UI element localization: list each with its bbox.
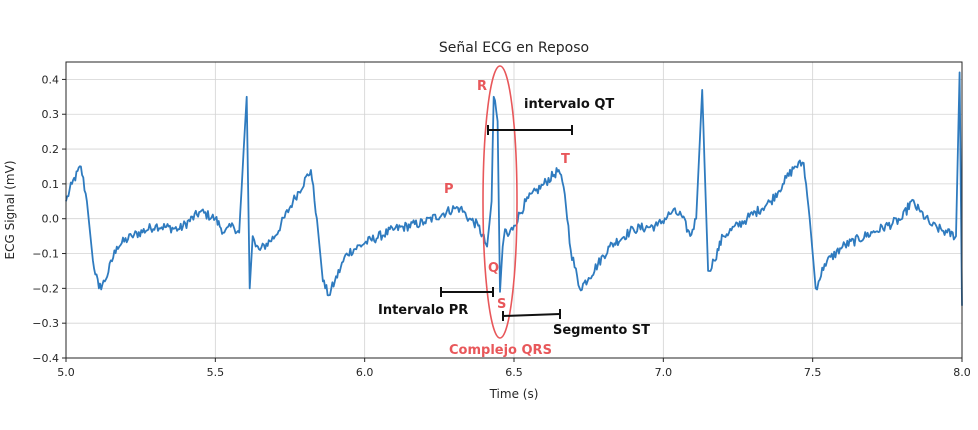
label-qt-interval: intervalo QT bbox=[524, 97, 614, 112]
y-tick-label: −0.1 bbox=[32, 248, 59, 261]
label-st-segment: Segmento ST bbox=[553, 323, 650, 338]
y-tick-label: −0.2 bbox=[32, 282, 59, 295]
x-tick-label: 7.5 bbox=[804, 366, 822, 379]
x-ticks: 5.0 5.5 6.0 6.5 7.0 7.5 8.0 bbox=[57, 358, 971, 379]
y-axis-title: ECG Signal (mV) bbox=[3, 160, 17, 259]
chart-title: Señal ECG en Reposo bbox=[439, 40, 589, 56]
x-tick-label: 7.0 bbox=[655, 366, 673, 379]
y-ticks: −0.4 −0.3 −0.2 −0.1 0.0 0.1 0.2 0.3 0.4 bbox=[32, 73, 66, 365]
ecg-signal-line bbox=[65, 71, 963, 306]
x-tick-label: 5.5 bbox=[207, 366, 225, 379]
label-t: T bbox=[561, 152, 570, 167]
label-pr-interval: Intervalo PR bbox=[378, 303, 468, 318]
y-tick-label: 0.4 bbox=[42, 73, 60, 86]
qrs-ellipse bbox=[482, 65, 518, 339]
y-tick-label: 0.3 bbox=[42, 108, 60, 121]
label-s: S bbox=[497, 297, 506, 312]
x-axis-title: Time (s) bbox=[489, 387, 539, 401]
label-q: Q bbox=[488, 261, 499, 276]
y-tick-label: 0.0 bbox=[42, 213, 60, 226]
grid-lines bbox=[65, 62, 963, 359]
x-tick-label: 8.0 bbox=[953, 366, 971, 379]
y-tick-label: −0.3 bbox=[32, 317, 59, 330]
pr-interval-bar bbox=[440, 287, 494, 297]
y-tick-label: −0.4 bbox=[32, 352, 59, 365]
label-r: R bbox=[477, 79, 487, 94]
x-tick-label: 6.0 bbox=[356, 366, 374, 379]
st-segment-bar bbox=[502, 309, 561, 321]
qt-interval-bar bbox=[487, 125, 573, 135]
label-p: P bbox=[444, 182, 454, 197]
label-qrs: Complejo QRS bbox=[449, 343, 552, 358]
y-tick-label: 0.1 bbox=[42, 178, 60, 191]
x-tick-label: 5.0 bbox=[57, 366, 75, 379]
y-tick-label: 0.2 bbox=[42, 143, 60, 156]
annotations: R Q S P T Complejo QRS intervalo QT Inte… bbox=[378, 65, 650, 358]
x-tick-label: 6.5 bbox=[505, 366, 523, 379]
plot-frame bbox=[65, 61, 963, 359]
